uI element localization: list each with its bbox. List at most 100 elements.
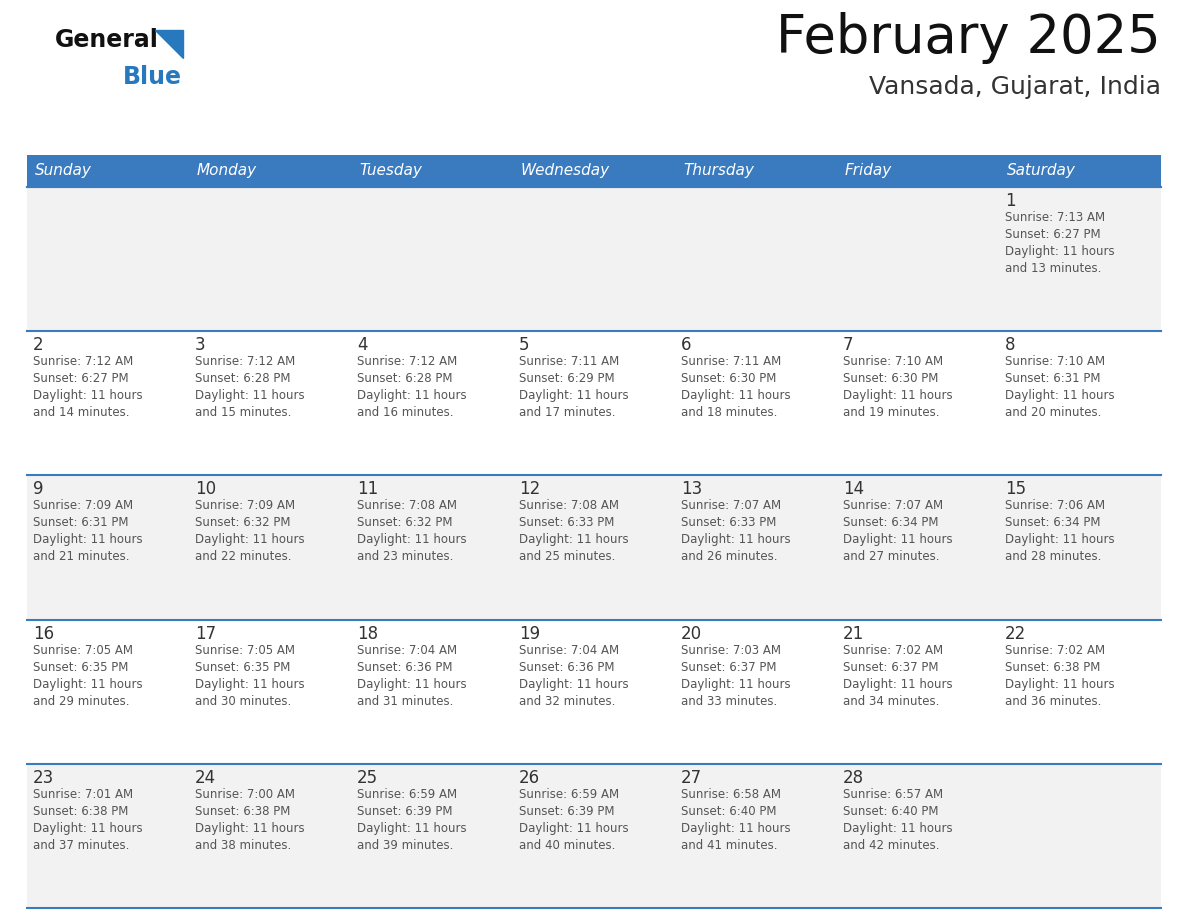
Text: Sunrise: 7:09 AM: Sunrise: 7:09 AM [195,499,295,512]
Text: and 41 minutes.: and 41 minutes. [681,839,777,852]
Text: and 30 minutes.: and 30 minutes. [195,695,291,708]
Text: Daylight: 11 hours: Daylight: 11 hours [681,822,791,834]
Text: and 22 minutes.: and 22 minutes. [195,551,291,564]
Text: Daylight: 11 hours: Daylight: 11 hours [33,389,143,402]
Text: Sunset: 6:38 PM: Sunset: 6:38 PM [1005,661,1100,674]
Text: and 26 minutes.: and 26 minutes. [681,551,777,564]
Bar [838,155,999,187]
Text: Sunrise: 7:13 AM: Sunrise: 7:13 AM [1005,211,1105,224]
Text: Sunset: 6:37 PM: Sunset: 6:37 PM [681,661,777,674]
Text: Sunset: 6:38 PM: Sunset: 6:38 PM [195,805,290,818]
Text: and 20 minutes.: and 20 minutes. [1005,406,1101,420]
Text: Saturday: Saturday [1007,163,1076,178]
Text: Daylight: 11 hours: Daylight: 11 hours [33,533,143,546]
Text: Sunrise: 7:00 AM: Sunrise: 7:00 AM [195,788,295,800]
Text: Wednesday: Wednesday [522,163,611,178]
Text: and 17 minutes.: and 17 minutes. [519,406,615,420]
Text: 1: 1 [1005,192,1016,210]
Text: Sunrise: 7:12 AM: Sunrise: 7:12 AM [358,355,457,368]
Text: Sunset: 6:33 PM: Sunset: 6:33 PM [519,517,614,530]
Text: and 38 minutes.: and 38 minutes. [195,839,291,852]
Text: 11: 11 [358,480,378,498]
Text: Sunrise: 7:02 AM: Sunrise: 7:02 AM [843,644,943,656]
Text: Sunrise: 7:06 AM: Sunrise: 7:06 AM [1005,499,1105,512]
Text: 13: 13 [681,480,702,498]
Text: Sunrise: 6:59 AM: Sunrise: 6:59 AM [358,788,457,800]
Text: 3: 3 [195,336,206,354]
Text: and 36 minutes.: and 36 minutes. [1005,695,1101,708]
Text: Sunset: 6:27 PM: Sunset: 6:27 PM [1005,228,1100,241]
Text: 27: 27 [681,768,702,787]
Text: Blue: Blue [124,65,182,89]
Text: Daylight: 11 hours: Daylight: 11 hours [843,389,953,402]
Text: 21: 21 [843,624,864,643]
Text: Tuesday: Tuesday [359,163,422,178]
Text: Daylight: 11 hours: Daylight: 11 hours [33,822,143,834]
Text: Daylight: 11 hours: Daylight: 11 hours [519,533,628,546]
Text: Sunrise: 6:58 AM: Sunrise: 6:58 AM [681,788,781,800]
Text: Monday: Monday [197,163,257,178]
Text: 20: 20 [681,624,702,643]
Text: Daylight: 11 hours: Daylight: 11 hours [1005,245,1114,258]
Text: Sunset: 6:34 PM: Sunset: 6:34 PM [1005,517,1100,530]
Text: Sunset: 6:34 PM: Sunset: 6:34 PM [843,517,939,530]
Text: Sunset: 6:27 PM: Sunset: 6:27 PM [33,372,128,386]
Text: Thursday: Thursday [683,163,754,178]
Polygon shape [154,30,183,58]
Text: and 23 minutes.: and 23 minutes. [358,551,454,564]
Text: Daylight: 11 hours: Daylight: 11 hours [843,533,953,546]
Text: 26: 26 [519,768,541,787]
Text: Daylight: 11 hours: Daylight: 11 hours [681,677,791,690]
Text: Sunset: 6:38 PM: Sunset: 6:38 PM [33,805,128,818]
Text: Daylight: 11 hours: Daylight: 11 hours [519,822,628,834]
Text: Daylight: 11 hours: Daylight: 11 hours [358,533,467,546]
Text: 5: 5 [519,336,530,354]
Text: 18: 18 [358,624,378,643]
Text: 23: 23 [33,768,55,787]
Text: Daylight: 11 hours: Daylight: 11 hours [681,389,791,402]
Text: Daylight: 11 hours: Daylight: 11 hours [358,389,467,402]
Bar [27,155,189,187]
Text: Daylight: 11 hours: Daylight: 11 hours [843,822,953,834]
Text: 7: 7 [843,336,853,354]
Text: Sunrise: 7:04 AM: Sunrise: 7:04 AM [519,644,619,656]
Text: and 14 minutes.: and 14 minutes. [33,406,129,420]
Text: and 39 minutes.: and 39 minutes. [358,839,454,852]
Bar [350,155,513,187]
Bar [513,155,675,187]
Text: Daylight: 11 hours: Daylight: 11 hours [195,533,304,546]
Text: and 19 minutes.: and 19 minutes. [843,406,940,420]
Text: Sunset: 6:40 PM: Sunset: 6:40 PM [843,805,939,818]
Text: and 40 minutes.: and 40 minutes. [519,839,615,852]
Bar [27,620,1161,764]
Text: and 34 minutes.: and 34 minutes. [843,695,940,708]
Text: Sunrise: 7:08 AM: Sunrise: 7:08 AM [519,499,619,512]
Text: 10: 10 [195,480,216,498]
Text: General: General [55,28,159,52]
Text: Daylight: 11 hours: Daylight: 11 hours [358,822,467,834]
Text: Daylight: 11 hours: Daylight: 11 hours [681,533,791,546]
Text: Sunrise: 7:08 AM: Sunrise: 7:08 AM [358,499,457,512]
Bar [999,155,1161,187]
Text: Daylight: 11 hours: Daylight: 11 hours [195,822,304,834]
Text: 8: 8 [1005,336,1016,354]
Text: Sunset: 6:35 PM: Sunset: 6:35 PM [195,661,290,674]
Bar [27,187,1161,331]
Text: 28: 28 [843,768,864,787]
Text: 12: 12 [519,480,541,498]
Text: Sunset: 6:39 PM: Sunset: 6:39 PM [519,805,614,818]
Text: Daylight: 11 hours: Daylight: 11 hours [33,677,143,690]
Text: and 31 minutes.: and 31 minutes. [358,695,454,708]
Text: Sunrise: 7:04 AM: Sunrise: 7:04 AM [358,644,457,656]
Text: Sunrise: 7:11 AM: Sunrise: 7:11 AM [519,355,619,368]
Text: and 16 minutes.: and 16 minutes. [358,406,454,420]
Text: 17: 17 [195,624,216,643]
Text: Sunrise: 7:12 AM: Sunrise: 7:12 AM [33,355,133,368]
Text: 6: 6 [681,336,691,354]
Text: Sunset: 6:28 PM: Sunset: 6:28 PM [358,372,453,386]
Text: and 29 minutes.: and 29 minutes. [33,695,129,708]
Text: 15: 15 [1005,480,1026,498]
Bar [27,764,1161,908]
Text: Sunrise: 7:07 AM: Sunrise: 7:07 AM [843,499,943,512]
Text: 14: 14 [843,480,864,498]
